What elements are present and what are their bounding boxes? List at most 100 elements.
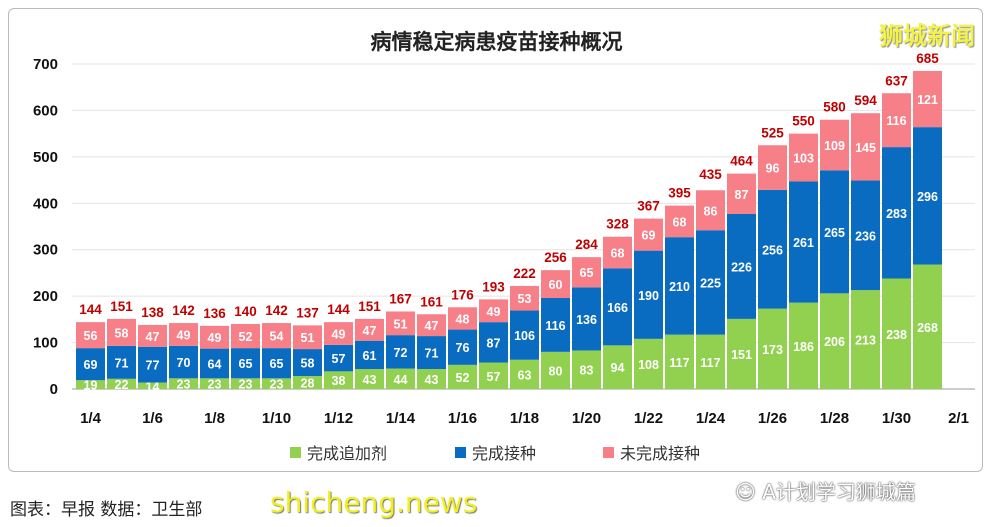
x-tick-label: 1/18 — [510, 410, 539, 427]
legend-swatch — [603, 446, 614, 458]
bar-value-label: 283 — [886, 207, 907, 221]
bar-value-label: 238 — [886, 328, 907, 342]
bar-segment — [262, 323, 291, 349]
bar-value-label: 136 — [576, 313, 597, 327]
legend-swatch — [455, 446, 466, 458]
x-tick-label: 1/14 — [386, 410, 416, 427]
total-label: 685 — [916, 51, 939, 66]
bar-value-label: 58 — [301, 357, 315, 371]
bar-segment — [200, 325, 229, 349]
x-tick-label: 1/4 — [80, 410, 102, 427]
x-tick-label: 1/24 — [696, 410, 726, 427]
y-tick-label: 400 — [33, 195, 58, 212]
bar-value-label: 44 — [394, 373, 408, 387]
bar-segment — [76, 322, 105, 349]
x-tick-label: 1/30 — [882, 410, 911, 427]
y-tick-label: 700 — [33, 56, 58, 73]
bar-segment — [820, 170, 849, 294]
bar-segment — [758, 189, 787, 309]
total-label: 256 — [544, 250, 567, 265]
x-tick-label: 2/1 — [948, 410, 969, 427]
total-label: 367 — [637, 199, 660, 214]
bar-value-label: 117 — [700, 356, 720, 370]
total-label: 161 — [420, 294, 443, 309]
bar-value-label: 296 — [917, 190, 938, 204]
bar-value-label: 68 — [611, 247, 625, 261]
x-tick-label: 1/20 — [572, 410, 601, 427]
total-label: 580 — [823, 100, 846, 115]
bar-segment — [262, 348, 291, 379]
bar-value-label: 72 — [394, 346, 408, 360]
bar-segment — [510, 359, 539, 389]
bar-value-label: 261 — [793, 236, 814, 250]
bar-segment — [479, 362, 508, 389]
bar-segment — [169, 378, 198, 389]
bar-value-label: 210 — [669, 280, 690, 294]
bar-segment — [572, 287, 601, 351]
bar-value-label: 68 — [673, 215, 687, 229]
bar-value-label: 71 — [425, 347, 439, 361]
bar-value-label: 56 — [84, 329, 98, 343]
bar-value-label: 69 — [642, 229, 656, 243]
bar-value-label: 87 — [487, 336, 501, 350]
bar-segment — [727, 173, 756, 214]
total-label: 550 — [792, 114, 815, 129]
bar-segment — [820, 293, 849, 389]
bar-value-label: 52 — [239, 330, 253, 344]
bar-segment — [169, 345, 198, 379]
bar-value-label: 61 — [363, 349, 377, 363]
bar-segment — [696, 334, 725, 389]
watermark-top-right: 狮城新闻 — [879, 22, 975, 50]
bar-value-label: 49 — [177, 328, 191, 342]
bar-value-label: 43 — [425, 373, 439, 387]
chart-credit: 图表：早报 数据：卫生部 — [10, 500, 203, 520]
watermark-text: A计划学习狮城篇 — [762, 480, 916, 504]
bar-value-label: 70 — [177, 356, 191, 370]
wechat-icon: ☺ — [735, 480, 756, 504]
bar-segment — [107, 345, 136, 379]
bar-value-label: 53 — [518, 292, 532, 306]
bar-value-label: 69 — [84, 358, 98, 372]
bar-value-label: 54 — [270, 330, 284, 344]
bar-value-label: 83 — [580, 364, 594, 378]
bar-value-label: 47 — [363, 324, 377, 338]
bar-segment — [324, 344, 353, 372]
bar-segment — [510, 285, 539, 311]
bar-value-label: 103 — [793, 152, 814, 166]
bar-segment — [510, 310, 539, 360]
bar-segment — [851, 180, 880, 291]
total-label: 176 — [451, 287, 474, 302]
x-tick-label: 1/26 — [758, 410, 787, 427]
y-tick-label: 600 — [33, 102, 58, 119]
total-label: 136 — [203, 306, 226, 321]
bar-value-label: 57 — [487, 370, 501, 384]
bar-segment — [665, 237, 694, 335]
y-tick-label: 300 — [33, 242, 58, 259]
bar-segment — [603, 236, 632, 269]
bar-segment — [882, 147, 911, 279]
bar-segment — [107, 318, 136, 346]
y-tick-label: 0 — [50, 381, 58, 398]
bar-segment — [417, 336, 446, 370]
bar-segment — [758, 145, 787, 190]
bar-value-label: 43 — [363, 373, 377, 387]
bar-value-label: 226 — [731, 260, 752, 274]
bar-segment — [634, 250, 663, 339]
bar-value-label: 213 — [855, 334, 876, 348]
bar-segment — [851, 113, 880, 181]
bar-value-label: 236 — [855, 229, 876, 243]
bar-segment — [634, 338, 663, 389]
bar-segment — [851, 290, 880, 389]
bar-segment — [696, 230, 725, 335]
total-label: 151 — [358, 299, 381, 314]
x-tick-label: 1/10 — [262, 410, 291, 427]
bar-segment — [541, 351, 570, 389]
bar-segment — [479, 299, 508, 323]
bar-value-label: 51 — [394, 317, 408, 331]
total-label: 137 — [296, 305, 319, 320]
bar-value-label: 106 — [514, 329, 535, 343]
total-label: 193 — [482, 279, 505, 294]
total-label: 222 — [513, 266, 536, 281]
bar-segment — [913, 127, 942, 265]
bar-value-label: 225 — [700, 276, 721, 290]
